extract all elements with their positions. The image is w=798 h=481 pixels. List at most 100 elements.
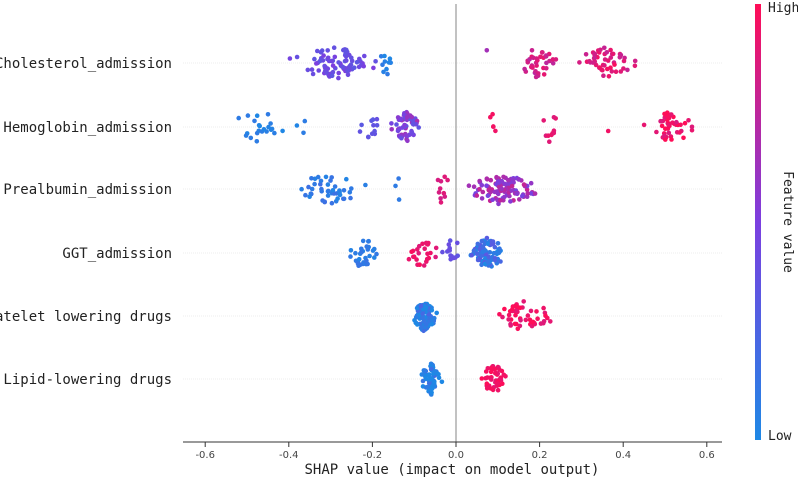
shap-point <box>689 127 695 133</box>
shap-point <box>466 183 472 188</box>
shap-point <box>469 252 475 258</box>
shap-point <box>435 177 441 183</box>
shap-point <box>243 133 249 138</box>
shap-point <box>403 133 409 138</box>
shap-point <box>550 61 556 66</box>
shap-point <box>389 127 395 132</box>
shap-point <box>518 318 523 323</box>
shap-point <box>587 58 592 64</box>
shap-point <box>252 118 257 124</box>
shap-point <box>245 113 251 118</box>
shap-point <box>509 183 515 189</box>
shap-point <box>493 128 498 134</box>
shap-point <box>331 45 337 50</box>
shap-point <box>272 130 277 136</box>
shap-point <box>528 180 534 186</box>
shap-point <box>409 249 414 255</box>
shap-point <box>337 188 342 193</box>
shap-point <box>265 112 271 117</box>
shap-point <box>325 182 331 187</box>
shap-point <box>496 250 502 256</box>
shap-point <box>348 195 353 201</box>
shap-point <box>666 122 671 128</box>
shap-point <box>548 319 553 324</box>
shap-point <box>329 58 335 64</box>
shap-point <box>609 69 615 74</box>
shap-point <box>545 315 550 321</box>
x-tick-label: -0.2 <box>363 450 383 461</box>
shap-point <box>398 117 404 122</box>
shap-point <box>484 176 490 181</box>
shap-point <box>370 117 376 122</box>
shap-point <box>302 118 308 124</box>
shap-point <box>492 258 498 263</box>
shap-point <box>307 194 312 199</box>
shap-point <box>483 369 489 374</box>
shap-point <box>320 198 325 203</box>
shap-point <box>370 248 376 253</box>
shap-points <box>236 45 695 397</box>
shap-point <box>355 261 361 266</box>
shap-point <box>329 200 335 206</box>
shap-point <box>423 376 429 382</box>
feature-label: Hemoglobin_admission <box>3 120 172 136</box>
shap-point <box>374 123 380 128</box>
shap-point <box>371 123 376 128</box>
shap-point <box>681 135 686 141</box>
shap-point <box>447 245 453 251</box>
shap-point <box>294 123 300 128</box>
shap-point <box>378 54 384 59</box>
shap-point <box>517 197 522 202</box>
shap-point <box>497 312 502 317</box>
shap-point <box>254 113 260 118</box>
shap-point <box>513 312 518 318</box>
x-axis-ticks: -0.6 -0.4 -0.2 0.0 0.2 0.4 0.6 <box>195 442 715 461</box>
shap-point <box>421 263 427 268</box>
shap-point <box>654 129 659 135</box>
shap-point <box>323 68 328 73</box>
shap-point <box>534 309 539 314</box>
shap-point <box>480 189 486 195</box>
shap-point <box>477 186 482 192</box>
shap-point <box>305 67 311 73</box>
shap-point <box>329 73 335 79</box>
shap-point <box>406 256 412 262</box>
shap-point <box>345 72 351 78</box>
shap-point <box>641 122 647 128</box>
shap-point <box>429 317 435 323</box>
shap-point <box>485 259 491 265</box>
shap-point <box>330 63 336 68</box>
shap-point <box>438 200 444 205</box>
shap-point <box>484 386 490 391</box>
shap-point <box>606 74 612 79</box>
shap-point <box>423 240 429 246</box>
shap-point <box>336 75 341 81</box>
shap-point <box>423 305 429 311</box>
shap-point <box>474 193 480 198</box>
shap-point <box>348 254 353 259</box>
shap-point <box>488 386 494 391</box>
shap-point <box>424 372 429 378</box>
shap-point <box>433 245 439 251</box>
shap-point <box>361 63 367 69</box>
shap-point <box>530 319 536 325</box>
shap-point <box>349 55 354 61</box>
shap-point <box>632 63 638 69</box>
shap-point <box>411 254 417 259</box>
x-tick-label: 0.2 <box>532 450 548 461</box>
shap-point <box>335 196 340 201</box>
shap-point <box>347 63 353 69</box>
shap-point <box>506 177 511 183</box>
shap-point <box>374 116 380 122</box>
feature-label: GGT_admission <box>62 246 172 262</box>
shap-point <box>501 174 506 180</box>
shap-point <box>541 72 547 77</box>
shap-point <box>544 66 549 71</box>
shap-point <box>417 262 423 268</box>
shap-point <box>337 192 343 198</box>
shap-point <box>420 315 426 321</box>
x-tick-label: 0.6 <box>699 450 715 461</box>
shap-point <box>424 256 430 262</box>
shap-point <box>492 244 498 250</box>
